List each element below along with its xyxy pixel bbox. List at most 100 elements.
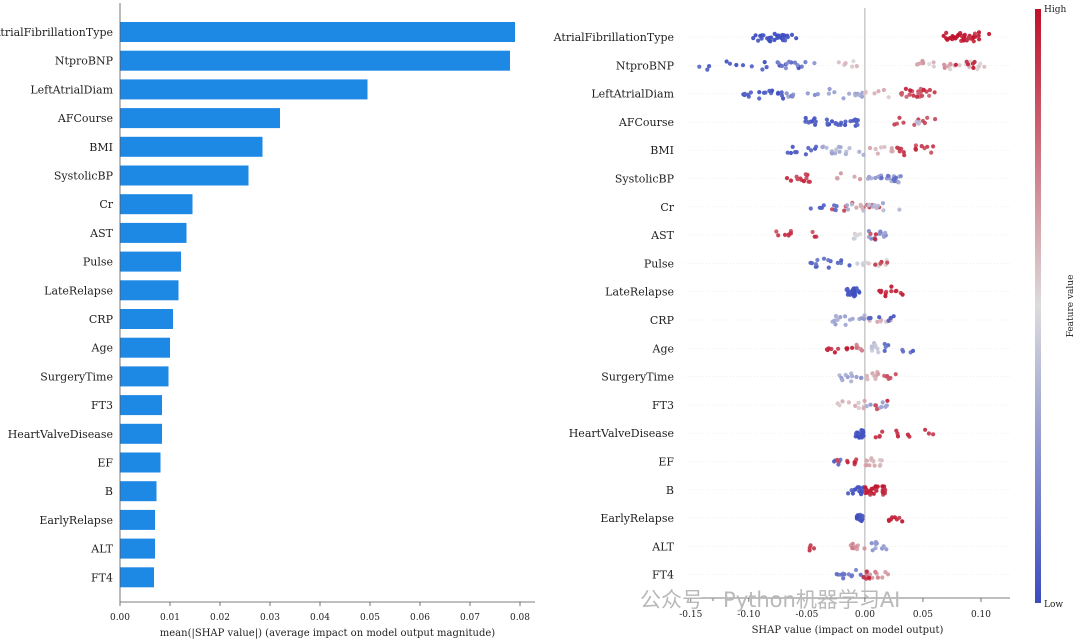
- shap-point: [812, 234, 817, 239]
- shap-point: [829, 207, 835, 212]
- swarm-x-tick-label: -0.05: [795, 610, 818, 620]
- shap-point: [779, 90, 784, 95]
- shap-point: [833, 208, 838, 213]
- shap-point: [838, 145, 843, 150]
- shap-point: [884, 289, 889, 294]
- bar-SystolicBP: [120, 165, 249, 186]
- shap-point: [879, 288, 884, 293]
- bar-label-SurgeryTime: SurgeryTime: [40, 370, 113, 383]
- swarm-label-HeartValveDisease: HeartValveDisease: [569, 427, 674, 440]
- shap-point: [858, 375, 864, 381]
- shap-point: [864, 458, 869, 463]
- shap-point: [854, 374, 859, 380]
- bar-label-NtproBNP: NtproBNP: [55, 55, 114, 68]
- shap-point: [858, 572, 863, 577]
- shap-point: [918, 61, 923, 66]
- shap-point: [850, 541, 855, 546]
- swarm-label-Age: Age: [652, 342, 675, 355]
- shap-point: [878, 229, 883, 234]
- shap-point: [881, 234, 887, 239]
- shap-point: [844, 346, 849, 351]
- shap-point: [875, 203, 881, 208]
- shap-point: [905, 432, 911, 437]
- shap-point: [850, 316, 855, 321]
- shap-point: [854, 233, 860, 238]
- shap-point: [740, 63, 746, 68]
- shap-point: [857, 92, 862, 98]
- shap-point: [883, 570, 888, 575]
- shap-point: [803, 60, 808, 65]
- bar-label-Pulse: Pulse: [83, 256, 113, 269]
- shap-point: [724, 59, 729, 64]
- shap-point: [813, 119, 818, 124]
- swarm-x-axis-label: SHAP value (impact on model output): [752, 625, 944, 636]
- shap-point: [948, 67, 953, 72]
- shap-point: [803, 172, 808, 177]
- shap-point: [901, 120, 906, 125]
- shap-point: [799, 64, 804, 69]
- shap-point: [864, 463, 869, 468]
- shap-point: [869, 346, 875, 351]
- shap-point: [931, 64, 937, 69]
- shap-point: [875, 151, 880, 156]
- shap-point: [853, 117, 858, 122]
- shap-point: [886, 95, 891, 100]
- bar-x-tick-label: 0.08: [510, 613, 530, 623]
- shap-point: [871, 459, 876, 464]
- colorbar-gradient: [1035, 9, 1041, 603]
- shap-point: [839, 258, 844, 263]
- bar-x-tick-label: 0.06: [410, 613, 430, 623]
- swarm-label-FT4: FT4: [652, 569, 674, 582]
- shap-point: [861, 574, 866, 580]
- shap-point: [843, 119, 848, 124]
- shap-point: [880, 484, 885, 489]
- shap-point: [881, 87, 887, 93]
- shap-point: [863, 89, 868, 95]
- shap-point: [947, 36, 953, 41]
- shap-point: [977, 37, 982, 42]
- shap-point: [832, 350, 838, 355]
- shap-point: [853, 567, 859, 573]
- shap-point: [749, 64, 754, 69]
- shap-point: [927, 87, 933, 93]
- shap-point: [862, 398, 867, 403]
- shap-point: [912, 122, 917, 127]
- shap-point: [892, 515, 898, 520]
- shap-point: [964, 59, 969, 64]
- shap-point: [861, 262, 866, 268]
- shap-point: [817, 205, 822, 210]
- shap-point: [866, 176, 871, 181]
- shap-point: [782, 232, 788, 237]
- shap-point: [885, 398, 890, 403]
- shap-point: [790, 144, 795, 149]
- shap-point: [835, 260, 841, 265]
- shap-point: [899, 146, 904, 151]
- bar-label-EF: EF: [97, 457, 113, 470]
- bar-label-ALT: ALT: [90, 543, 113, 556]
- shap-point: [789, 32, 795, 38]
- shap-point: [880, 400, 885, 405]
- shap-point: [841, 96, 846, 101]
- swarm-label-EF: EF: [658, 456, 674, 469]
- shap-point: [958, 30, 963, 36]
- shap-point: [834, 147, 839, 152]
- swarm-label-AST: AST: [650, 229, 674, 242]
- shap-point: [742, 91, 748, 96]
- shap-point: [897, 207, 902, 212]
- shap-point: [841, 576, 846, 581]
- shap-point: [794, 36, 799, 41]
- swarm-x-tick-label: 0.10: [971, 610, 991, 620]
- shap-point: [898, 174, 903, 179]
- shap-point: [772, 37, 777, 43]
- bar-label-Cr: Cr: [99, 198, 113, 211]
- shap-point: [850, 64, 855, 69]
- shap-point: [913, 143, 919, 148]
- shap-point: [920, 93, 925, 98]
- shap-point: [782, 33, 787, 38]
- shap-point: [843, 314, 848, 319]
- bar-label-AFCourse: AFCourse: [57, 112, 113, 125]
- shap-point: [856, 405, 861, 411]
- shap-point: [873, 146, 878, 152]
- shap-point: [868, 402, 873, 407]
- shap-point: [826, 265, 831, 270]
